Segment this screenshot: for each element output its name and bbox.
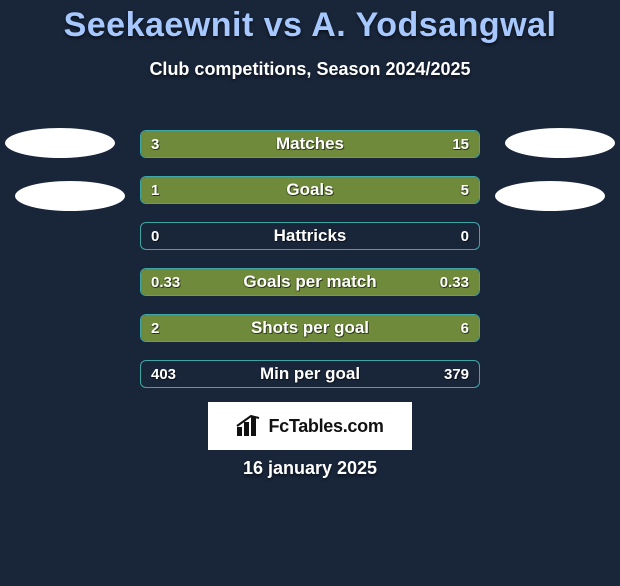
page-subtitle: Club competitions, Season 2024/2025 xyxy=(0,59,620,80)
stat-label: Goals per match xyxy=(141,269,479,295)
stat-row: 315Matches xyxy=(140,130,480,158)
stat-row: 00Hattricks xyxy=(140,222,480,250)
avatar-placeholder-left-1 xyxy=(5,128,115,158)
stat-label: Matches xyxy=(141,131,479,157)
brand-text: FcTables.com xyxy=(268,416,383,437)
stat-label: Goals xyxy=(141,177,479,203)
stat-label: Hattricks xyxy=(141,223,479,249)
stats-bars: 315Matches 15Goals 00Hattricks 0.330.33Goal… xyxy=(140,130,480,406)
stat-label: Min per goal xyxy=(141,361,479,387)
stat-label: Shots per goal xyxy=(141,315,479,341)
stat-row: 403379Min per goal xyxy=(140,360,480,388)
avatar-placeholder-right-1 xyxy=(505,128,615,158)
page-title: Seekaewnit vs A. Yodsangwal xyxy=(0,6,620,45)
brand-chart-icon xyxy=(236,415,262,437)
date-label: 16 january 2025 xyxy=(0,458,620,479)
stat-row: 15Goals xyxy=(140,176,480,204)
stat-row: 26Shots per goal xyxy=(140,314,480,342)
avatar-placeholder-right-2 xyxy=(495,181,605,211)
avatar-placeholder-left-2 xyxy=(15,181,125,211)
brand-badge: FcTables.com xyxy=(208,402,412,450)
stat-row: 0.330.33Goals per match xyxy=(140,268,480,296)
